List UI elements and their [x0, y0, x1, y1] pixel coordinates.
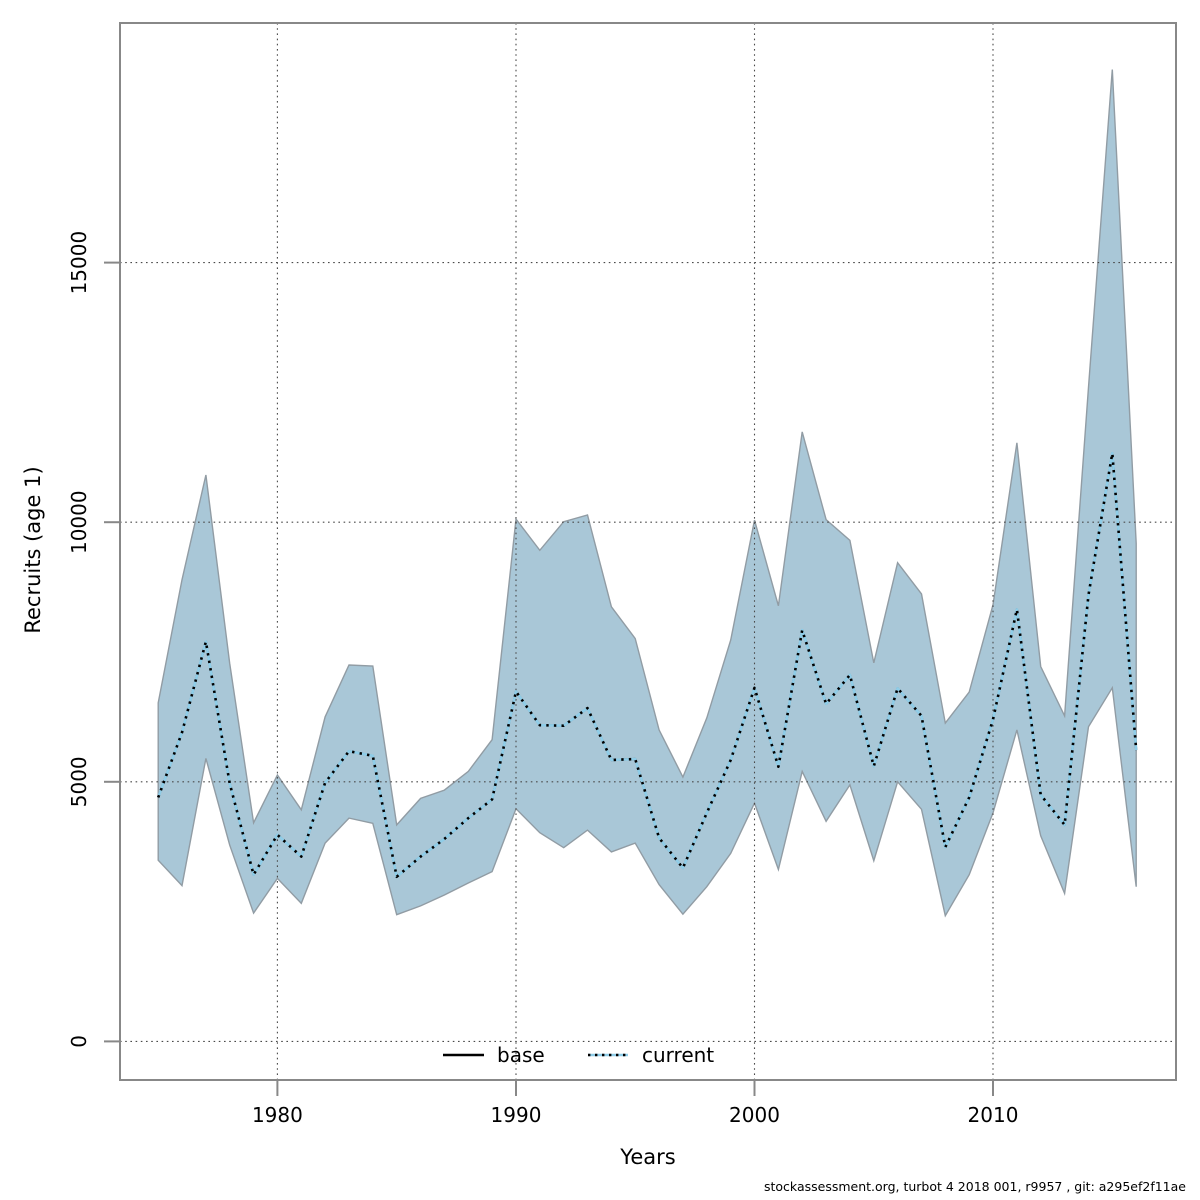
x-tick-label-2000: 2000 [729, 1103, 780, 1127]
tick-layer: 0 5000 10000 15000 1980 1990 2000 2010 [67, 231, 1018, 1127]
current-line-dots [156, 451, 1138, 879]
y-axis-title: Recruits (age 1) [21, 466, 45, 633]
gridline-layer [120, 23, 1176, 1080]
x-tick-label-1980: 1980 [252, 1103, 303, 1127]
series-layer [156, 451, 1138, 879]
y-tick-label-0: 0 [67, 1035, 91, 1048]
x-tick-label-1990: 1990 [491, 1103, 542, 1127]
y-tick-label-10000: 10000 [67, 490, 91, 554]
legend: base current [443, 1043, 714, 1067]
y-tick-label-15000: 15000 [67, 231, 91, 295]
x-axis-title: Years [619, 1145, 675, 1169]
footer-attribution: stockassessment.org, turbot 4 2018 001, … [764, 1179, 1186, 1194]
plot-border [119, 22, 1177, 1081]
legend-base-label: base [497, 1043, 545, 1067]
y-tick-label-5000: 5000 [67, 756, 91, 807]
x-tick-label-2010: 2010 [968, 1103, 1019, 1127]
confidence-band [157, 69, 1137, 918]
legend-current-label: current [642, 1043, 714, 1067]
confidence-band-layer [157, 69, 1137, 918]
